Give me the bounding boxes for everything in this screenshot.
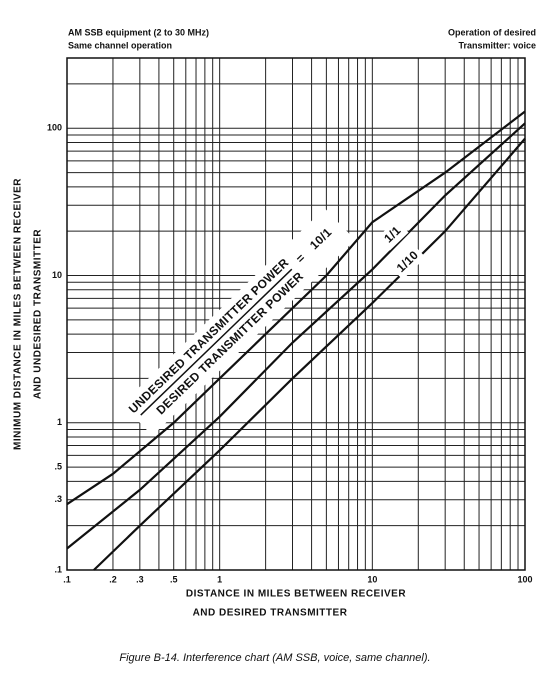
y-tick-label: 100 — [47, 123, 62, 133]
y-tick-label: .3 — [54, 494, 62, 504]
header-left: Same channel operation — [68, 40, 172, 50]
y-tick-label: .5 — [54, 461, 62, 471]
annotation: DESIRED TRANSMITTER POWER — [153, 269, 306, 417]
caption: Figure B-14. Interference chart (AM SSB,… — [119, 652, 430, 664]
label-background — [377, 219, 409, 251]
series-line — [66, 122, 526, 550]
label-background — [390, 244, 426, 280]
fraction-bar — [140, 268, 293, 416]
x-tick-label: 100 — [517, 574, 532, 584]
series-line — [93, 137, 526, 571]
y-tick-label: .1 — [54, 564, 62, 574]
plot-frame — [66, 57, 526, 571]
x-tick-label: 10 — [367, 574, 377, 584]
x-tick-label: .3 — [136, 574, 144, 584]
x-tick-label: .1 — [63, 574, 71, 584]
x-tick-label: .5 — [170, 574, 178, 584]
y-axis-label: AND UNDESIRED TRANSMITTER — [33, 229, 44, 400]
x-tick-label: 1 — [217, 574, 222, 584]
annotation: UNDESIRED TRANSMITTER POWER — [126, 255, 292, 416]
x-axis-label: DISTANCE IN MILES BETWEEN RECEIVER — [186, 589, 406, 600]
header-right: Transmitter: voice — [458, 40, 536, 50]
label-background — [121, 208, 356, 436]
series-line — [66, 110, 526, 506]
x-axis-label: AND DESIRED TRANSMITTER — [193, 608, 348, 619]
header-right: Operation of desired — [448, 27, 536, 37]
header-left: AM SSB equipment (2 to 30 MHz) — [68, 27, 209, 37]
x-tick-label: .2 — [109, 574, 117, 584]
y-axis-label: MINIMUM DISTANCE IN MILES BETWEEN RECEIV… — [13, 178, 24, 450]
y-tick-label: 1 — [57, 417, 62, 427]
y-tick-label: 10 — [52, 270, 62, 280]
